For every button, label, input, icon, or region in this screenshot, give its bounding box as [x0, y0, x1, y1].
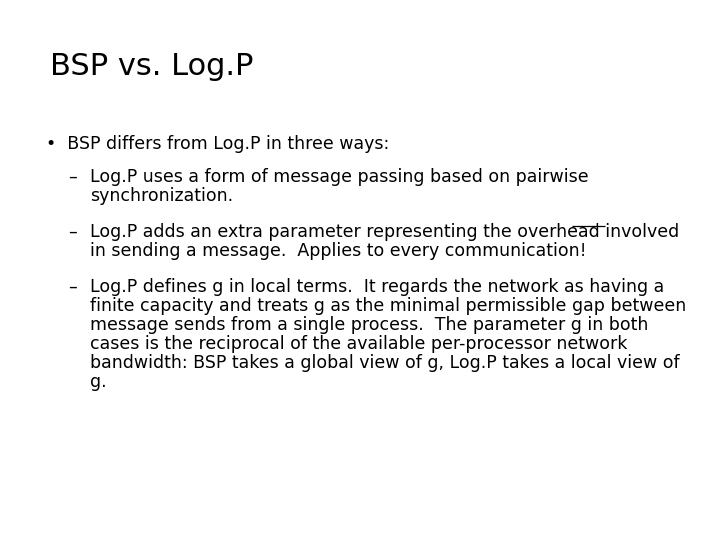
- Text: g.: g.: [90, 373, 107, 391]
- Text: –: –: [68, 168, 77, 186]
- Text: between: between: [605, 297, 686, 315]
- Text: in sending a message.  Applies to every communication!: in sending a message. Applies to every c…: [90, 242, 587, 260]
- Text: •  BSP differs from Log.P in three ways:: • BSP differs from Log.P in three ways:: [46, 135, 390, 153]
- Text: bandwidth: BSP takes a global view of g, Log.P takes a local view of: bandwidth: BSP takes a global view of g,…: [90, 354, 680, 372]
- Text: Log.P uses a form of message passing based on pairwise: Log.P uses a form of message passing bas…: [90, 168, 589, 186]
- Text: cases is the reciprocal of the available per-processor network: cases is the reciprocal of the available…: [90, 335, 627, 353]
- Text: Log.P defines g in local terms.  It regards the network as having a: Log.P defines g in local terms. It regar…: [90, 278, 665, 296]
- Text: synchronization.: synchronization.: [90, 187, 233, 205]
- Text: BSP vs. Log.P: BSP vs. Log.P: [50, 52, 253, 81]
- Text: –: –: [68, 223, 77, 241]
- Text: message sends from a single process.  The parameter g in both: message sends from a single process. The…: [90, 316, 649, 334]
- Text: Log.P adds an extra parameter representing the overhead involved: Log.P adds an extra parameter representi…: [90, 223, 679, 241]
- Text: finite capacity and treats g as the minimal permissible: finite capacity and treats g as the mini…: [90, 297, 572, 315]
- Text: –: –: [68, 278, 77, 296]
- Text: gap: gap: [572, 297, 605, 315]
